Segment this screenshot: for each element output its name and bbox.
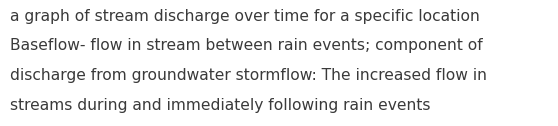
Text: Baseflow- flow in stream between rain events; component of: Baseflow- flow in stream between rain ev… — [10, 38, 483, 53]
Text: a graph of stream discharge over time for a specific location: a graph of stream discharge over time fo… — [10, 9, 480, 24]
Text: discharge from groundwater stormflow: The increased flow in: discharge from groundwater stormflow: Th… — [10, 68, 487, 83]
Text: streams during and immediately following rain events: streams during and immediately following… — [10, 98, 431, 113]
